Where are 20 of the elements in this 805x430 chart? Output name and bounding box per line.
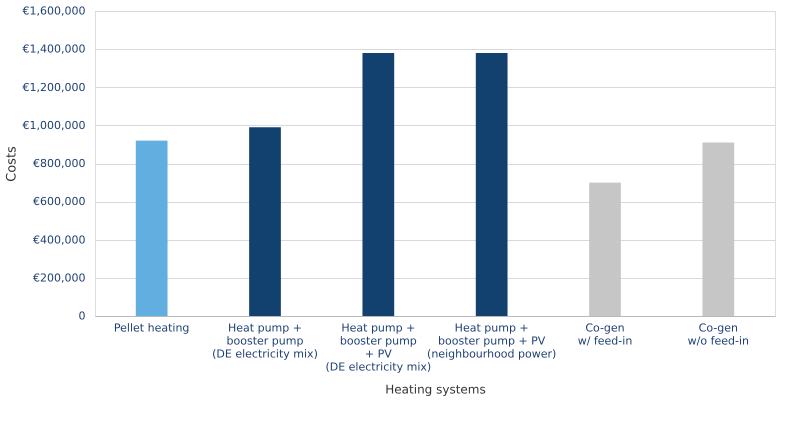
x-tick-label: Co-gen w/ feed-in (578, 322, 632, 348)
y-tick-label: €1,400,000 (22, 42, 86, 56)
bar (362, 52, 394, 316)
bar (476, 52, 508, 316)
y-tick-label: €200,000 (33, 271, 86, 284)
x-tick-label: Pellet heating (114, 322, 190, 334)
y-tick-label: €600,000 (33, 195, 86, 208)
x-tick-label: Co-gen w/o feed-in (688, 322, 750, 348)
x-axis-title: Heating systems (385, 382, 486, 396)
y-tick-label: €800,000 (33, 157, 86, 170)
x-tick-label: Heat pump + booster pump (DE electricity mix) (212, 322, 318, 360)
y-tick-label: €400,000 (33, 233, 86, 246)
y-axis-title: Costs (4, 146, 20, 182)
bar (249, 127, 281, 316)
x-tick-label: Heat pump + booster pump + PV (neighbourhood power) (427, 322, 556, 360)
y-tick-label: €1,200,000 (22, 80, 86, 94)
y-tick-label: 0 (78, 310, 86, 322)
bar (136, 140, 168, 316)
y-tick-label: €1,000,000 (22, 118, 86, 132)
y-tick-label: €1,600,000 (22, 4, 86, 18)
